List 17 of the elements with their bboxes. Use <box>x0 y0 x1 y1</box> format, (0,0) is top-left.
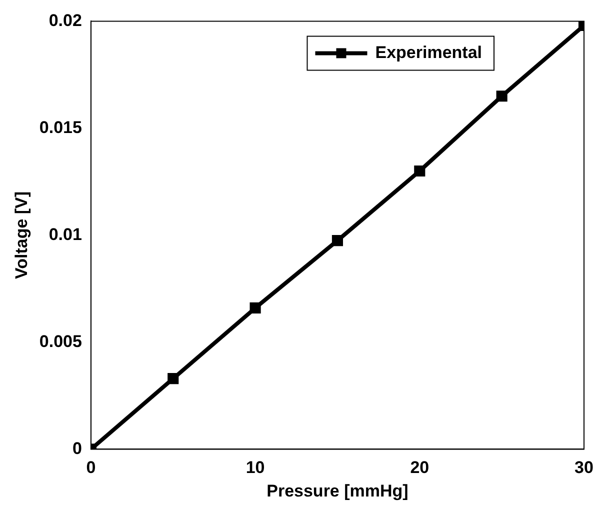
legend-label: Experimental <box>375 42 482 62</box>
y-tick-label: 0.005 <box>39 332 82 351</box>
y-tick-label: 0 <box>72 438 82 458</box>
y-tick-label: 0.015 <box>39 118 82 137</box>
y-axis-title: Voltage [V] <box>12 191 31 279</box>
x-tick-label: 20 <box>410 458 430 478</box>
x-tick-label: 10 <box>246 458 265 478</box>
point <box>168 373 179 384</box>
x-tick-label: 30 <box>574 458 594 478</box>
point <box>496 90 508 102</box>
point <box>250 302 261 314</box>
y-tick-label: 0.02 <box>48 10 82 30</box>
x-axis-title: Pressure [mmHg] <box>266 481 408 500</box>
point <box>332 235 344 246</box>
x-tick-label: 0 <box>86 458 96 478</box>
point <box>414 165 426 177</box>
y-tick-label: 0.01 <box>48 224 82 244</box>
